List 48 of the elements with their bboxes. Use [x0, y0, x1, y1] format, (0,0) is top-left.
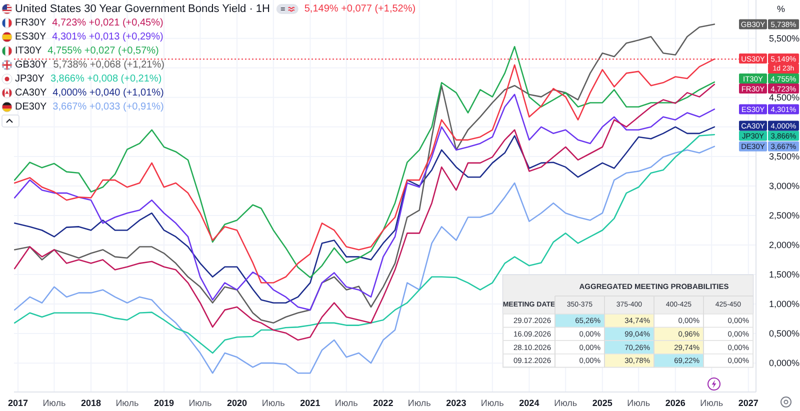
x-tick-label: 2027 [738, 398, 758, 408]
annotation: 5,738% +0,068 (+1,21%) [53, 60, 164, 70]
x-tick-label: 2020 [226, 398, 248, 408]
x-tick-label: 2023 [446, 398, 466, 408]
x-tick-label: Июль [42, 398, 66, 408]
y-tick-label: 0,500% [769, 328, 800, 339]
x-tick-label: Июль [116, 398, 139, 408]
x-tick-label: 2026 [665, 398, 686, 408]
x-tick-label: 2022 [373, 398, 394, 408]
annotation: 3,667% +0,033 (+0,91%) [52, 102, 164, 112]
x-tick-label: 2019 [154, 398, 174, 408]
annotation: 4,723% +0,021 (+0,45%) [52, 18, 164, 28]
x-tick-label: Июль [262, 398, 286, 408]
annotation: 4,755% +0,027 (+0,57%) [48, 46, 159, 56]
y-axis-title: % [776, 4, 786, 14]
x-tick-label: 2024 [519, 398, 540, 408]
x-tick-label: 2018 [80, 398, 102, 408]
text: IT30Y [15, 46, 42, 56]
y-tick-label: 3,500% [769, 151, 800, 162]
x-tick-label: Июль [627, 398, 650, 408]
text: JP30Y [15, 74, 44, 84]
annotation: 4,301% +0,013 (+0,29%) [52, 32, 164, 42]
annotation: 4,000% +0,040 (+1,01%) [52, 88, 164, 98]
y-tick-label: 4,500% [769, 92, 800, 102]
x-tick-label: 2025 [592, 398, 612, 408]
x-tick-label: Июль [700, 398, 724, 408]
x-tick-label: Июль [408, 398, 432, 408]
x-tick-label: 2021 [300, 398, 320, 408]
text: ES30Y [15, 32, 46, 42]
text: GB30Y [15, 60, 48, 70]
x-tick-label: Июль [554, 398, 578, 408]
x-tick-label: 2017 [8, 398, 28, 408]
x-tick-label: Июль [188, 398, 212, 408]
text: FR30Y [15, 18, 46, 28]
text: CA30Y [15, 88, 47, 98]
text: DE30Y [15, 102, 47, 112]
x-tick-label: Июль [334, 398, 358, 408]
annotation: 5,149% +0,077 (+1,52%) [304, 4, 416, 14]
y-tick-label: 3,000% [769, 180, 800, 191]
y-tick-label: 0,000% [769, 358, 800, 368]
y-tick-label: 1,000% [769, 299, 800, 310]
y-tick-label: 1,500% [769, 270, 800, 280]
y-tick-label: 2,500% [769, 210, 800, 220]
y-tick-label: 5,500% [769, 33, 800, 44]
annotation: 3,866% +0,008 (+0,21%) [50, 74, 162, 84]
y-tick-label: 2,000% [769, 240, 800, 250]
chart-title: United States 30 Year Government Bonds Yield · 1H [15, 3, 270, 15]
x-tick-label: Июль [480, 398, 504, 408]
